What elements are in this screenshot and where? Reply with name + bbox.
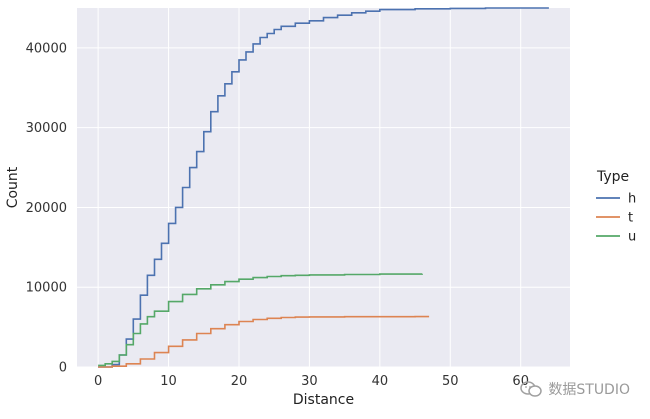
wechat-icon (520, 381, 543, 397)
series-line-h (98, 7, 549, 368)
y-tick-label: 20000 (26, 201, 67, 216)
series-line-t (98, 315, 430, 368)
x-tick-label: 0 (94, 374, 102, 389)
x-tick-label: 60 (512, 374, 529, 389)
x-axis-title: Distance (293, 392, 354, 408)
plot-area (77, 8, 570, 367)
watermark: 数据STUDIO (520, 379, 630, 399)
legend-label-h: h (628, 192, 636, 207)
legend-title: Type (596, 169, 629, 185)
series-line-u (98, 273, 423, 367)
watermark-text: 数据STUDIO (548, 382, 630, 398)
x-tick-label: 50 (442, 374, 459, 389)
y-axis-ticks: 0 10000 20000 30000 40000 (26, 41, 67, 375)
y-tick-label: 30000 (26, 121, 67, 136)
y-tick-label: 40000 (26, 41, 67, 56)
y-tick-label: 0 (59, 361, 67, 376)
x-tick-label: 10 (160, 374, 177, 389)
x-tick-label: 30 (301, 374, 318, 389)
x-tick-label: 40 (372, 374, 389, 389)
legend-label-u: u (628, 230, 636, 245)
y-tick-label: 10000 (26, 281, 67, 296)
series-lines (98, 7, 549, 368)
x-axis-ticks: 0 10 20 30 40 50 60 (94, 374, 529, 389)
y-axis-title: Count (5, 166, 21, 208)
legend: Type htu (596, 169, 636, 245)
legend-label-t: t (628, 211, 633, 226)
x-tick-label: 20 (231, 374, 248, 389)
